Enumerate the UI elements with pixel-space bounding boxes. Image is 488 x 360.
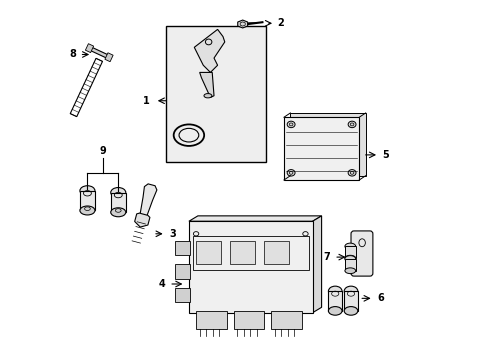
Ellipse shape xyxy=(328,307,341,315)
Ellipse shape xyxy=(286,121,294,128)
Polygon shape xyxy=(134,212,150,227)
Text: 9: 9 xyxy=(99,146,106,156)
Text: 3: 3 xyxy=(169,229,176,239)
Ellipse shape xyxy=(203,94,211,98)
Bar xyxy=(264,241,289,264)
Ellipse shape xyxy=(110,208,125,217)
Bar xyxy=(233,311,264,329)
Bar xyxy=(174,241,189,255)
Polygon shape xyxy=(90,47,108,58)
Text: 1: 1 xyxy=(142,96,149,106)
Bar xyxy=(165,26,265,162)
Bar xyxy=(110,193,125,212)
Ellipse shape xyxy=(80,206,95,215)
Polygon shape xyxy=(194,30,224,72)
Polygon shape xyxy=(140,184,157,215)
Ellipse shape xyxy=(347,121,355,128)
Bar xyxy=(174,288,189,302)
Bar xyxy=(230,241,255,264)
FancyBboxPatch shape xyxy=(350,231,372,276)
Bar xyxy=(328,291,341,311)
Polygon shape xyxy=(85,44,93,53)
Polygon shape xyxy=(237,20,247,28)
Ellipse shape xyxy=(344,256,355,262)
Text: 7: 7 xyxy=(323,252,330,262)
Polygon shape xyxy=(312,216,321,313)
Ellipse shape xyxy=(344,255,355,261)
Bar xyxy=(80,191,95,211)
Bar xyxy=(290,113,365,176)
Ellipse shape xyxy=(80,186,95,196)
Ellipse shape xyxy=(328,286,341,296)
Polygon shape xyxy=(105,53,113,62)
Bar xyxy=(174,264,189,279)
Ellipse shape xyxy=(344,286,357,296)
Bar xyxy=(344,259,355,271)
Ellipse shape xyxy=(347,170,355,176)
Text: 6: 6 xyxy=(376,293,383,303)
Ellipse shape xyxy=(344,268,355,274)
Bar xyxy=(344,246,355,258)
Bar xyxy=(192,235,308,270)
Text: 8: 8 xyxy=(69,49,76,59)
Polygon shape xyxy=(199,72,214,98)
Bar xyxy=(196,311,226,329)
Ellipse shape xyxy=(344,307,357,315)
Text: 5: 5 xyxy=(382,150,388,160)
Polygon shape xyxy=(188,216,321,221)
Bar xyxy=(271,311,301,329)
Bar xyxy=(188,221,312,313)
Text: 4: 4 xyxy=(158,279,165,289)
Bar xyxy=(284,117,359,180)
Text: 2: 2 xyxy=(276,18,283,28)
Ellipse shape xyxy=(110,188,125,198)
Bar xyxy=(196,241,221,264)
Ellipse shape xyxy=(344,243,355,249)
Bar xyxy=(344,291,357,311)
Ellipse shape xyxy=(286,170,294,176)
